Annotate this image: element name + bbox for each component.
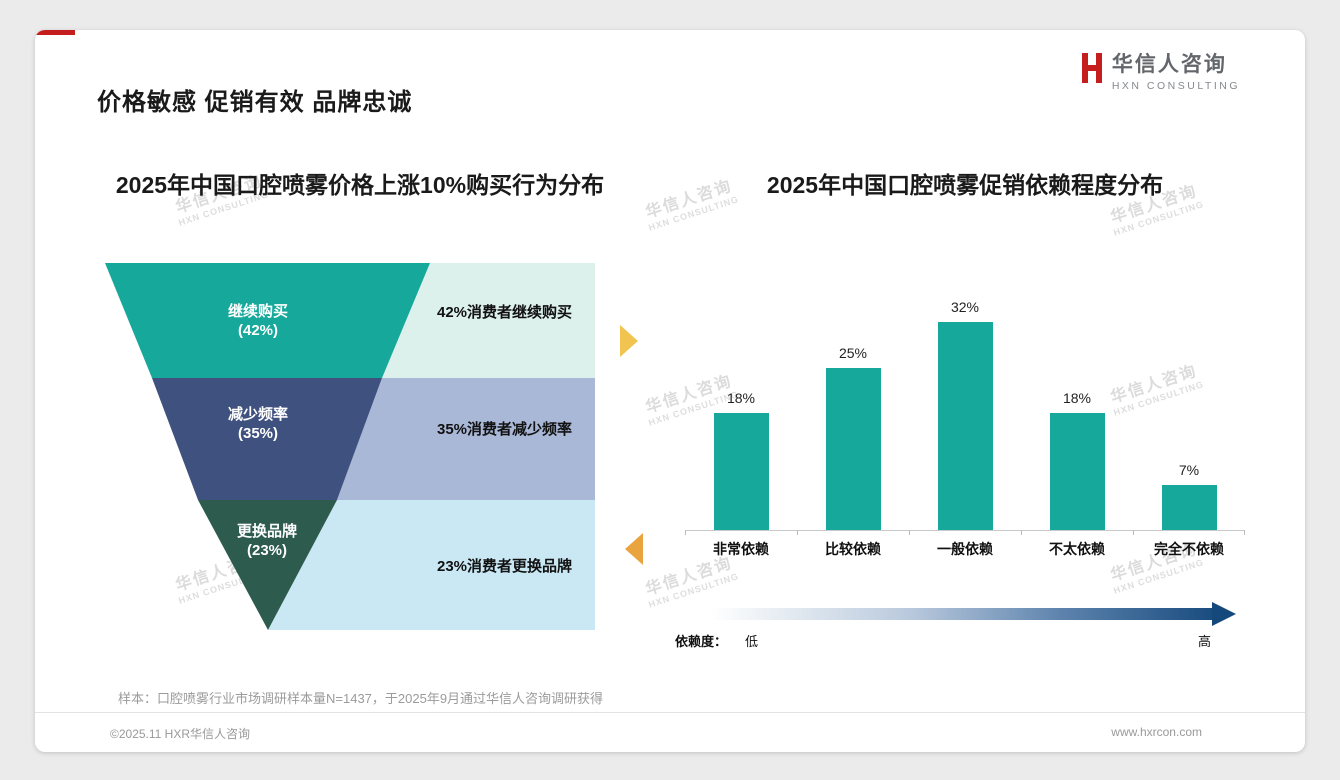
bar-group-2: 25% — [797, 344, 909, 530]
axis-tick — [797, 530, 798, 535]
bar-5 — [1161, 484, 1217, 530]
x-axis — [685, 530, 1245, 531]
category-label: 完全不依赖 — [1154, 541, 1224, 557]
slide-card: 华信人咨询 HXN CONSULTING 华信人咨询 HXN CONSULTING … — [35, 30, 1305, 752]
dependence-high-label: 高 — [1198, 634, 1212, 649]
funnel-chart-title: 2025年中国口腔喷雾价格上涨10%购买行为分布 — [115, 172, 605, 198]
bar-group-5: 7% — [1133, 461, 1245, 530]
dependence-axis-label: 依赖度： — [675, 634, 728, 649]
company-logo: 华信人咨询 HXN CONSULTING — [1080, 48, 1240, 92]
bar-value-label: 7% — [1178, 461, 1200, 478]
funnel-segment-desc: 23%消费者更换品牌 — [436, 558, 573, 575]
logo-subtitle: HXN CONSULTING — [1111, 80, 1240, 92]
bar-value-label: 25% — [838, 344, 868, 361]
gradient-arrowhead-icon — [1212, 602, 1236, 626]
gradient-bar — [710, 608, 1212, 620]
bar-categories: 非常依赖 比较依赖 一般依赖 不太依赖 完全不依赖 — [685, 539, 1245, 559]
top-red-accent — [35, 30, 75, 35]
bar-1 — [713, 413, 769, 530]
bar-value-label: 18% — [726, 390, 756, 406]
funnel-chart: 继续购买 (42%) 减少频率 (35%) 更换品牌 (23%) 42%消费者继续购买… — [105, 263, 595, 630]
category-label: 非常依赖 — [713, 541, 769, 557]
logo-name: 华信人咨询 — [1111, 53, 1227, 76]
bar-group-3: 32% — [909, 299, 1021, 530]
category-label: 比较依赖 — [825, 541, 881, 557]
dependence-gradient-arrow — [710, 602, 1240, 626]
bar-4 — [1049, 413, 1105, 530]
arrow-left-icon — [625, 533, 643, 565]
footer-divider — [35, 712, 1305, 713]
dependence-low-label: 低 — [745, 634, 759, 649]
funnel-segment-desc: 42%消费者继续购买 — [436, 304, 573, 321]
category-label: 不太依赖 — [1049, 541, 1105, 557]
website-url: www.hxrcon.com — [1111, 725, 1202, 739]
bar-chart-title: 2025年中国口腔喷雾促销依赖程度分布 — [766, 172, 1164, 198]
axis-tick — [1133, 530, 1134, 535]
bar-value-label: 18% — [1062, 390, 1092, 406]
bar-3 — [937, 322, 993, 530]
funnel-shapes — [105, 263, 595, 630]
funnel-segment-label: 更换品牌 (23%) — [236, 523, 297, 559]
arrow-right-icon — [620, 325, 638, 357]
funnel-segment-label: 继续购买 (42%) — [227, 303, 288, 339]
bar-group-1: 18% — [685, 390, 797, 530]
sample-footnote: 样本：口腔喷雾行业市场调研样本量N=1437，于2025年9月通过华信人咨询调研… — [118, 691, 604, 706]
funnel-segment-label: 减少频率 (35%) — [227, 406, 288, 442]
category-label: 一般依赖 — [937, 541, 993, 557]
axis-tick — [909, 530, 910, 535]
bar-2 — [825, 367, 881, 530]
bar-value-label: 32% — [950, 299, 980, 315]
logo-text: 华信人咨询 HXN CONSULTING — [1112, 48, 1240, 92]
bar-chart: 18% 25% 32% 18% 7% — [685, 275, 1245, 530]
bar-group-4: 18% — [1021, 390, 1133, 530]
logo-icon — [1080, 51, 1104, 90]
axis-tick — [685, 530, 686, 535]
copyright-text: ©2025.11 HXR华信人咨询 — [110, 727, 250, 741]
funnel-segment-desc: 35%消费者减少频率 — [436, 421, 573, 438]
axis-tick — [1244, 530, 1245, 535]
axis-tick — [1021, 530, 1022, 535]
page-title: 价格敏感 促销有效 品牌忠诚 — [97, 89, 413, 116]
